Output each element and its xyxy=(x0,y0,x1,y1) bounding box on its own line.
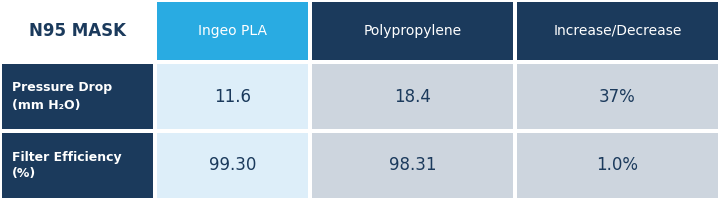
Bar xyxy=(155,131,310,200)
Bar xyxy=(515,0,720,62)
Text: N95 MASK: N95 MASK xyxy=(29,22,126,40)
Bar xyxy=(312,133,513,198)
Bar xyxy=(312,64,513,129)
Bar xyxy=(312,2,513,60)
Bar xyxy=(517,133,718,198)
Bar xyxy=(0,0,155,62)
Bar xyxy=(517,2,718,60)
Bar xyxy=(2,64,153,129)
Text: 18.4: 18.4 xyxy=(394,88,431,106)
Bar xyxy=(155,0,310,62)
Bar xyxy=(2,2,153,60)
Bar xyxy=(310,131,515,200)
Text: 37%: 37% xyxy=(599,88,636,106)
Bar xyxy=(515,131,720,200)
Bar xyxy=(517,64,718,129)
Text: Pressure Drop
(mm H₂O): Pressure Drop (mm H₂O) xyxy=(12,82,112,112)
Bar xyxy=(0,131,155,200)
Text: 11.6: 11.6 xyxy=(214,88,251,106)
Bar xyxy=(157,64,308,129)
Text: Filter Efficiency
(%): Filter Efficiency (%) xyxy=(12,150,122,180)
Text: 1.0%: 1.0% xyxy=(596,156,639,174)
Bar xyxy=(310,62,515,131)
Bar xyxy=(515,62,720,131)
Text: Increase/Decrease: Increase/Decrease xyxy=(553,24,682,38)
Bar xyxy=(155,62,310,131)
Bar xyxy=(2,133,153,198)
Bar xyxy=(157,133,308,198)
Bar xyxy=(0,62,155,131)
Text: 98.31: 98.31 xyxy=(389,156,436,174)
Bar xyxy=(157,2,308,60)
Text: Ingeo PLA: Ingeo PLA xyxy=(198,24,267,38)
Bar xyxy=(310,0,515,62)
Text: 99.30: 99.30 xyxy=(209,156,256,174)
Text: Polypropylene: Polypropylene xyxy=(364,24,462,38)
